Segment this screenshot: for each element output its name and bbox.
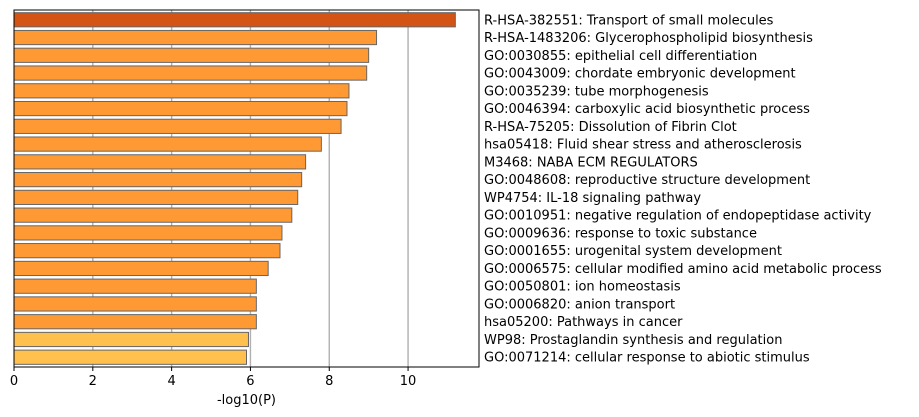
category-label: hsa05200: Pathways in cancer [484, 315, 683, 330]
category-label: GO:0043009: chordate embryonic developme… [484, 67, 796, 82]
x-tick-label: 6 [246, 374, 254, 389]
category-labels: R-HSA-382551: Transport of small molecul… [484, 13, 882, 365]
category-label: GO:0009636: response to toxic substance [484, 226, 757, 241]
bar [13, 83, 350, 99]
bar [13, 349, 247, 365]
bar [13, 296, 257, 312]
bar [13, 207, 293, 223]
bar [13, 29, 378, 46]
x-axis-ticks: 0 2 4 6 8 10 [10, 367, 416, 389]
bar [13, 225, 283, 241]
x-tick-label: 2 [89, 374, 97, 389]
category-label: GO:0046394: carboxylic acid biosynthetic… [484, 102, 810, 117]
bar [13, 154, 307, 170]
x-axis-title: -log10(P) [217, 393, 276, 408]
x-tick-label: 0 [10, 374, 18, 389]
bar [13, 47, 370, 63]
bar [13, 172, 303, 188]
category-label: M3468: NABA ECM REGULATORS [484, 155, 698, 170]
x-tick-label: 8 [325, 374, 333, 389]
category-label: WP4754: IL-18 signaling pathway [484, 191, 701, 206]
bar [13, 12, 456, 28]
bar [13, 136, 322, 152]
bar [13, 260, 269, 277]
category-label: GO:0071214: cellular response to abiotic… [484, 351, 810, 366]
bar [13, 118, 342, 134]
bar [13, 189, 299, 205]
category-label: GO:0001655: urogenital system developmen… [484, 244, 782, 259]
category-label: GO:0030855: epithelial cell differentiat… [484, 49, 757, 64]
category-label: GO:0050801: ion homeostasis [484, 280, 681, 295]
bar [13, 65, 368, 81]
category-label: GO:0035239: tube morphogenesis [484, 84, 709, 99]
category-label: R-HSA-382551: Transport of small molecul… [484, 13, 774, 28]
category-label: hsa05418: Fluid shear stress and atheros… [484, 138, 802, 153]
bars [13, 12, 456, 365]
x-tick-label: 4 [167, 374, 175, 389]
plot-frame [13, 9, 480, 368]
category-label: GO:0006575: cellular modified amino acid… [484, 262, 882, 277]
bar [13, 314, 257, 330]
bar [13, 331, 249, 348]
category-label: R-HSA-1483206: Glycerophospholipid biosy… [484, 31, 813, 46]
category-label: WP98: Prostaglandin synthesis and regula… [484, 333, 782, 348]
x-tick-label: 10 [400, 374, 417, 389]
bar [13, 100, 348, 117]
bar [13, 278, 257, 294]
category-label: GO:0048608: reproductive structure devel… [484, 173, 810, 188]
category-label: R-HSA-75205: Dissolution of Fibrin Clot [484, 120, 737, 135]
category-label: GO:0010951: negative regulation of endop… [484, 209, 872, 224]
category-label: GO:0006820: anion transport [484, 297, 675, 312]
grid-lines [92, 10, 409, 367]
bar [13, 243, 281, 259]
